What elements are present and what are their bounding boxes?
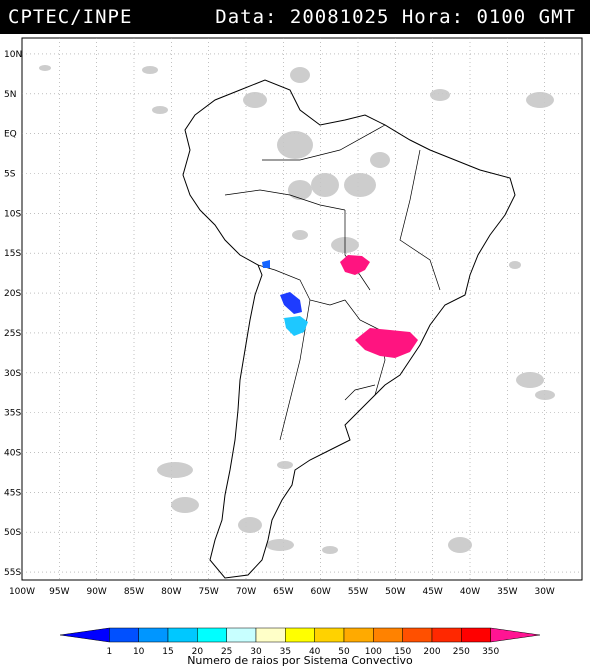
system-blue-a	[262, 260, 270, 268]
lat-label: 10S	[4, 209, 21, 219]
country-borders	[224, 124, 441, 441]
colorbar-tick-label: 35	[280, 647, 291, 657]
colorbar-tick-label: 250	[453, 647, 470, 657]
colorbar-tick-label: 30	[250, 647, 262, 657]
colorbar-swatch	[285, 627, 315, 643]
colorbar-tick-label: 150	[394, 647, 411, 657]
colorbar-swatch	[167, 627, 198, 643]
colorbar-swatch	[197, 627, 227, 643]
colorbar-tick-label: 10	[133, 647, 145, 657]
south-america-coastline	[182, 79, 516, 579]
lon-label: 95W	[49, 587, 69, 597]
lat-label: 15S	[4, 249, 21, 259]
colorbar-tick-label: 50	[338, 647, 350, 657]
system-magenta-north	[340, 255, 370, 275]
colorbar-swatch	[343, 627, 374, 643]
lon-label: 80W	[161, 587, 181, 597]
lon-label: 40W	[460, 587, 480, 597]
colorbar-tick-label: 40	[309, 647, 321, 657]
system-magenta-south	[355, 328, 418, 358]
system-blue-b	[280, 292, 302, 314]
lon-label: 100W	[9, 587, 35, 597]
lon-label: 85W	[124, 587, 144, 597]
colorbar-tick-label: 1	[106, 647, 112, 657]
lat-label: 45S	[4, 488, 21, 498]
legend-tick-labels: 1 10 15 20 25 30 35 40 50 100 150 200 250 350	[106, 647, 499, 657]
colorbar-swatch	[490, 627, 541, 643]
colorbar-swatch	[109, 627, 139, 643]
lat-label: 10N	[4, 50, 22, 60]
colorbar-swatch	[461, 627, 491, 643]
colorbar-swatch	[402, 627, 433, 643]
colorbar-swatch	[59, 627, 110, 643]
lat-label: 5S	[4, 170, 16, 180]
header-bar: CPTEC/INPE Data: 20081025 Hora: 0100 GMT	[0, 0, 590, 34]
colorbar-swatch	[431, 627, 462, 643]
longitude-labels: 100W 95W 90W 85W 80W 75W 70W 65W 60W 55W 50W 45W 40W…	[9, 587, 555, 597]
lat-label: 50S	[4, 528, 21, 538]
lon-label: 30W	[534, 587, 554, 597]
colorbar-swatch	[314, 627, 345, 643]
colorbar-tick-label: 20	[192, 647, 204, 657]
lat-label: 35S	[4, 409, 21, 419]
lon-label: 90W	[86, 587, 106, 597]
lon-label: 75W	[198, 587, 218, 597]
colorbar-swatch	[138, 627, 169, 643]
colorbar-tick-label: 25	[221, 647, 232, 657]
lat-label: 30S	[4, 369, 21, 379]
org-title: CPTEC/INPE	[8, 6, 133, 28]
colorbar-swatch	[373, 627, 403, 643]
lon-label: 50W	[385, 587, 405, 597]
legend-caption: Numero de raios por Sistema Convectivo	[187, 654, 413, 667]
lon-label: 60W	[310, 587, 330, 597]
map-frame	[21, 37, 583, 581]
colorbar-tick-label: 200	[423, 647, 440, 657]
legend-colorbar	[59, 627, 541, 643]
lon-label: 35W	[497, 587, 517, 597]
cloud-cover	[39, 65, 555, 554]
lat-label: 20S	[4, 289, 21, 299]
colorbar-swatch	[255, 627, 286, 643]
colorbar-tick-label: 350	[482, 647, 499, 657]
lat-label: 40S	[4, 448, 21, 458]
convective-systems	[262, 255, 418, 358]
colorbar-swatch	[226, 627, 257, 643]
lat-label: 25S	[4, 329, 21, 339]
lon-label: 55W	[348, 587, 368, 597]
datetime-stamp: Data: 20081025 Hora: 0100 GMT	[215, 6, 576, 28]
lon-label: 45W	[422, 587, 442, 597]
lon-label: 65W	[273, 587, 293, 597]
colorbar-tick-label: 100	[365, 647, 382, 657]
system-cyan	[284, 316, 308, 336]
latitude-labels: 10N 5N EQ 5S 10S 15S 20S 25S 30S 35S 40S 45S 50S 55S	[4, 50, 22, 578]
colorbar-tick-label: 15	[162, 647, 173, 657]
lon-label: 70W	[236, 587, 256, 597]
lat-label: 55S	[4, 568, 21, 578]
lat-label: EQ	[4, 130, 17, 140]
lat-label: 5N	[4, 90, 16, 100]
